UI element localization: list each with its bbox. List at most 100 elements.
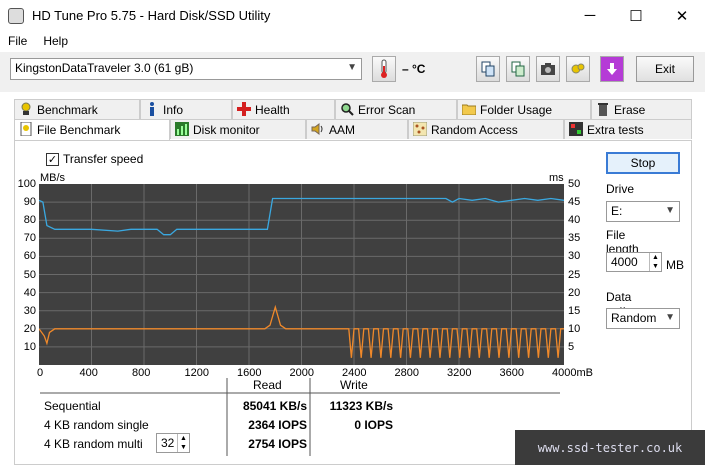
tab-erase[interactable]: Erase xyxy=(591,99,692,119)
toolbar: KingstonDataTraveler 3.0 (61 gB) ▼ – °C … xyxy=(0,52,705,92)
menu-help[interactable]: Help xyxy=(43,34,69,48)
folder-icon xyxy=(462,102,476,116)
y-tick-right: 25 xyxy=(568,268,581,281)
tab-benchmark[interactable]: Benchmark xyxy=(14,99,140,119)
menu-file[interactable]: File xyxy=(8,34,28,48)
title-bar: HD Tune Pro 5.75 - Hard Disk/SSD Utility… xyxy=(0,0,705,31)
random-dots-icon xyxy=(413,122,427,136)
y-tick-left: 100 xyxy=(17,178,36,190)
chart-plot xyxy=(39,184,564,365)
chevron-down-icon: ▼ xyxy=(665,205,675,216)
file-length-stepper[interactable]: 4000 ▲ ▼ xyxy=(606,252,662,272)
drive-letter-dropdown[interactable]: E: ▼ xyxy=(606,201,680,222)
tab-error-scan[interactable]: Error Scan xyxy=(335,99,457,119)
checkmark-icon: ✓ xyxy=(46,152,59,166)
y-tick-left: 40 xyxy=(23,286,36,299)
app-icon xyxy=(8,7,24,24)
access-time-series xyxy=(39,304,564,358)
file-length-unit: MB xyxy=(666,258,684,272)
x-tick: 3200 xyxy=(447,367,472,379)
y-tick-right: 10 xyxy=(568,322,581,335)
chevron-down-icon: ▼ xyxy=(665,312,675,323)
4k-single-write: 0 IOPS xyxy=(354,418,393,432)
tab-disk-monitor[interactable]: Disk monitor xyxy=(170,119,306,139)
y-tick-left: 50 xyxy=(23,268,36,281)
extra-tests-icon xyxy=(569,122,583,136)
close-button[interactable]: ✕ xyxy=(675,7,689,25)
tab-file-benchmark[interactable]: File Benchmark xyxy=(14,119,170,140)
y-tick-left: 70 xyxy=(23,232,36,245)
x-tick: 2800 xyxy=(394,367,419,379)
x-tick: 1200 xyxy=(184,367,209,379)
x-tick: 3600 xyxy=(499,367,524,379)
x-tick: 400 xyxy=(79,367,98,379)
transfer-speed-checkbox[interactable]: ✓ Transfer speed xyxy=(46,152,143,166)
transfer-speed-label: Transfer speed xyxy=(63,152,144,166)
sequential-write: 11323 KB/s xyxy=(329,399,393,413)
magnifier-icon xyxy=(340,102,354,116)
exit-button[interactable]: Exit xyxy=(636,56,694,82)
health-cross-icon xyxy=(237,102,251,116)
y-tick-left: 10 xyxy=(23,340,36,353)
options-icon[interactable] xyxy=(566,56,590,82)
y-tick-right: 45 xyxy=(568,196,581,209)
y-tick-right: 5 xyxy=(568,340,575,353)
window-title: HD Tune Pro 5.75 - Hard Disk/SSD Utility xyxy=(32,8,271,23)
thermometer-icon[interactable] xyxy=(372,56,396,82)
y-tick-right: 40 xyxy=(568,214,581,227)
y-tick-right: 20 xyxy=(568,286,581,299)
tab-random-access[interactable]: Random Access xyxy=(408,119,564,139)
results-grid-lines xyxy=(40,378,560,456)
y-tick-left: 80 xyxy=(23,214,36,227)
write-header: Write xyxy=(340,378,368,392)
row-4k-single-label: 4 KB random single xyxy=(44,418,149,432)
y-tick-right: 30 xyxy=(568,250,581,263)
info-icon xyxy=(145,102,159,116)
temperature-readout: – °C xyxy=(402,62,426,76)
x-tick: 2400 xyxy=(342,367,367,379)
y-tick-left: 90 xyxy=(23,196,36,209)
download-icon[interactable] xyxy=(600,56,624,82)
row-sequential-label: Sequential xyxy=(44,399,101,413)
drive-dropdown-value: KingstonDataTraveler 3.0 (61 gB) xyxy=(15,61,194,75)
data-pattern-dropdown[interactable]: Random ▼ xyxy=(606,308,680,329)
row-4k-multi-label: 4 KB random multi xyxy=(44,437,143,451)
speaker-icon xyxy=(311,122,325,136)
tab-extra-tests[interactable]: Extra tests xyxy=(564,119,692,139)
y-tick-left: 60 xyxy=(23,250,36,263)
queue-depth-stepper[interactable]: 32 ▲ ▼ xyxy=(156,433,190,453)
copy-info-icon[interactable] xyxy=(476,56,500,82)
minimize-button[interactable]: ─ xyxy=(584,7,596,24)
drive-dropdown[interactable]: KingstonDataTraveler 3.0 (61 gB) ▼ xyxy=(10,58,362,80)
benchmark-icon xyxy=(19,102,33,116)
trash-icon xyxy=(596,102,610,116)
copy-text-icon[interactable] xyxy=(506,56,530,82)
4k-multi-read: 2754 IOPS xyxy=(248,437,307,451)
menu-bar: File Help xyxy=(0,31,705,51)
x-tick: 4000mB xyxy=(552,367,593,379)
camera-icon[interactable] xyxy=(536,56,560,82)
stop-button[interactable]: Stop xyxy=(606,152,680,174)
drive-label: Drive xyxy=(606,182,635,196)
x-tick: 2000 xyxy=(289,367,314,379)
file-benchmark-icon xyxy=(19,122,33,136)
sequential-read: 85041 KB/s xyxy=(242,399,307,413)
4k-single-read: 2364 IOPS xyxy=(248,418,307,432)
watermark: www.ssd-tester.co.uk xyxy=(515,430,705,465)
x-tick: 800 xyxy=(132,367,151,379)
stepper-arrows[interactable]: ▲ ▼ xyxy=(649,253,661,271)
tab-info[interactable]: Info xyxy=(140,99,232,119)
y-tick-right: 50 xyxy=(568,178,581,190)
tab-aam[interactable]: AAM xyxy=(306,119,408,139)
left-unit-label: MB/s xyxy=(40,172,66,184)
right-unit-label: ms xyxy=(549,172,564,184)
y-tick-left: 20 xyxy=(23,322,36,335)
stepper-arrows[interactable]: ▲ ▼ xyxy=(177,434,189,452)
x-tick: 0 xyxy=(37,367,44,379)
tab-folder-usage[interactable]: Folder Usage xyxy=(457,99,591,119)
y-tick-left: 30 xyxy=(23,304,36,317)
tab-health[interactable]: Health xyxy=(232,99,335,119)
y-tick-right: 15 xyxy=(568,304,581,317)
maximize-button[interactable]: ☐ xyxy=(629,7,643,25)
chevron-down-icon: ▼ xyxy=(347,62,357,73)
